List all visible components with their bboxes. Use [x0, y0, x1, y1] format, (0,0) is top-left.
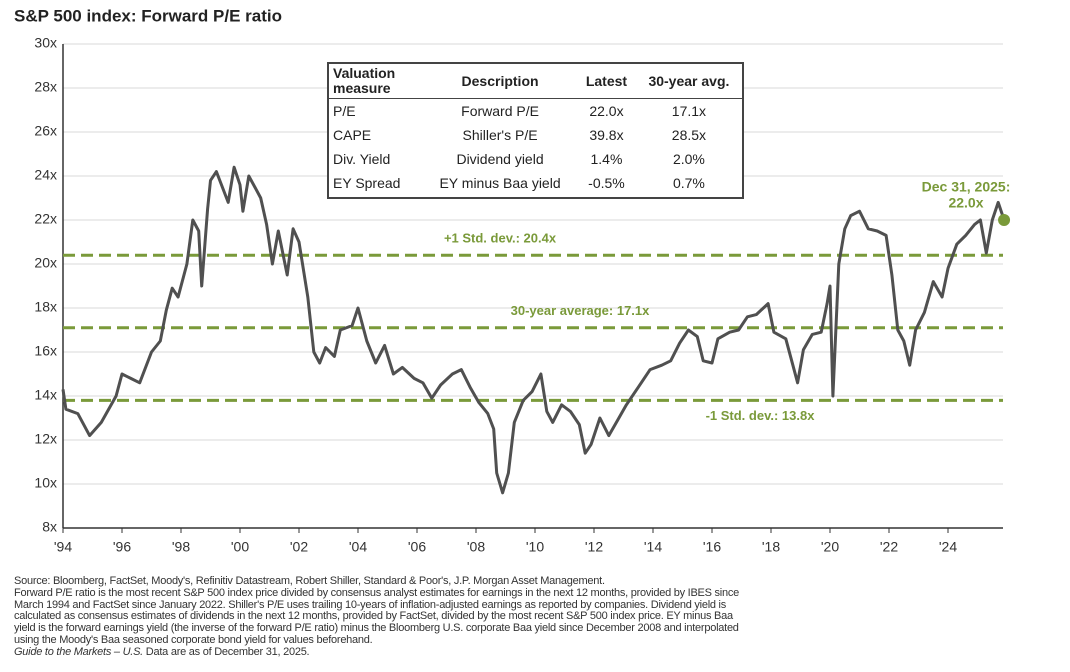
x-tick-label: '04 — [349, 539, 367, 555]
reference-label: +1 Std. dev.: 20.4x — [444, 231, 557, 246]
table-cell: Div. Yield — [333, 151, 391, 167]
y-tick-label: 18x — [34, 299, 57, 315]
data-line — [61, 165, 1006, 495]
y-tick-label: 16x — [34, 343, 57, 359]
reference-label: 30-year average: 17.1x — [511, 303, 651, 318]
x-tick-label: '10 — [526, 539, 544, 555]
table-cell: Shiller's P/E — [462, 127, 538, 143]
x-tick-label: '16 — [703, 539, 721, 555]
column-header: Description — [423, 64, 578, 99]
table-cell: EY Spread — [333, 175, 401, 191]
chart-title: S&P 500 index: Forward P/E ratio — [14, 6, 282, 25]
footnote: March 1994 and FactSet since January 202… — [14, 598, 727, 611]
y-tick-label: 26x — [34, 123, 57, 139]
footnote: yield is the forward earnings yield (the… — [14, 622, 739, 635]
x-tick-label: '18 — [762, 539, 780, 555]
table-cell: CAPE — [333, 127, 372, 143]
latest-point — [998, 214, 1011, 226]
y-tick-label: 20x — [34, 255, 57, 271]
y-tick-label: 28x — [34, 79, 57, 95]
table-row: P/E Forward P/E 22.0x 17.1x — [329, 99, 742, 124]
table-cell: -0.5% — [588, 175, 625, 191]
footnote: Forward P/E ratio is the most recent S&P… — [14, 586, 739, 599]
y-tick-label: 22x — [34, 211, 57, 227]
table-cell: 1.4% — [590, 151, 623, 167]
table-cell: P/E — [333, 103, 356, 119]
x-tick-label: '02 — [290, 539, 308, 555]
x-tick-label: '14 — [644, 539, 662, 555]
table-row: Div. Yield Dividend yield 1.4% 2.0% — [329, 147, 742, 171]
x-tick-label: '22 — [880, 539, 898, 555]
table-cell: 22.0x — [589, 103, 624, 119]
table-cell: 17.1x — [671, 103, 707, 119]
annotation: 22.0x — [948, 195, 983, 211]
column-header: Valuation measure — [329, 64, 423, 99]
table-row: CAPE Shiller's P/E 39.8x 28.5x — [329, 123, 742, 147]
table-header: Valuation measure Description Latest 30-yea… — [329, 64, 742, 99]
y-tick-label: 30x — [34, 35, 57, 51]
footer-date: Data are as of December 31, 2025. — [145, 645, 310, 658]
table-cell: 28.5x — [671, 127, 707, 143]
y-tick-label: 12x — [34, 431, 57, 447]
column-header: Latest — [577, 64, 636, 99]
x-tick-label: '24 — [939, 539, 957, 555]
y-tick-label: 8x — [42, 519, 57, 535]
table-cell: Forward P/E — [461, 103, 539, 119]
table-cell: EY minus Baa yield — [439, 175, 561, 191]
footer-guide: Guide to the Markets – U.S. — [14, 645, 143, 658]
table: Valuation measure Description Latest 30-yea… — [329, 64, 742, 195]
table-cell: 2.0% — [672, 151, 705, 167]
annotation: Dec 31, 2025: — [922, 179, 1011, 195]
footnote: using the Moody's Baa seasoned corporate… — [14, 633, 373, 646]
x-tick-label: '00 — [231, 539, 249, 555]
x-tick-label: '20 — [821, 539, 839, 555]
y-tick-label: 24x — [34, 167, 57, 183]
column-header: 30-year avg. — [635, 64, 742, 99]
x-tick-label: '08 — [467, 539, 485, 555]
footnote: Source: Bloomberg, FactSet, Moody's, Ref… — [14, 575, 605, 587]
footnote: calculated as consensus estimates of div… — [14, 610, 733, 623]
y-tick-label: 10x — [34, 475, 57, 491]
x-tick-label: '98 — [172, 539, 190, 555]
table-cell: Dividend yield — [456, 151, 544, 167]
table-body: P/E Forward P/E 22.0x 17.1x CAPE Shiller's P/… — [329, 99, 742, 196]
table-row: EY Spread EY minus Baa yield -0.5% 0.7% — [329, 171, 742, 195]
footnotes: Source: Bloomberg, FactSet, Moody's, Ref… — [14, 575, 1064, 659]
y-tick-label: 14x — [34, 387, 57, 403]
table-cell: 39.8x — [589, 127, 624, 143]
x-tick-label: '06 — [408, 539, 426, 555]
valuation-table: Valuation measure Description Latest 30-yea… — [327, 62, 744, 199]
x-tick-label: '96 — [113, 539, 131, 555]
x-tick-label: '94 — [54, 539, 72, 555]
footer: Guide to the Markets – U.S. Data are as … — [14, 645, 1064, 659]
x-tick-label: '12 — [585, 539, 603, 555]
table-cell: 0.7% — [672, 175, 705, 191]
reference-label: -1 Std. dev.: 13.8x — [706, 408, 816, 423]
